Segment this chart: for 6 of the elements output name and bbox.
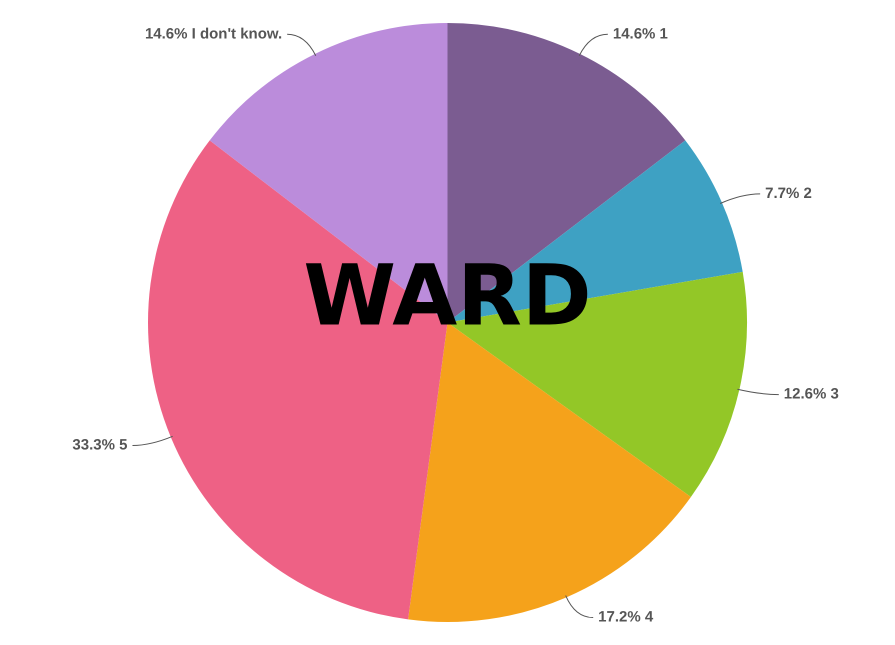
slice-label: 14.6% I don't know. bbox=[144, 25, 282, 42]
slice-label: 7.7% 2 bbox=[765, 185, 812, 202]
slice-label: 14.6% 1 bbox=[612, 25, 668, 42]
slice-label: 12.6% 3 bbox=[784, 386, 839, 403]
slice-label: 17.2% 4 bbox=[598, 608, 654, 626]
slice-label: 33.3% 5 bbox=[72, 436, 128, 454]
